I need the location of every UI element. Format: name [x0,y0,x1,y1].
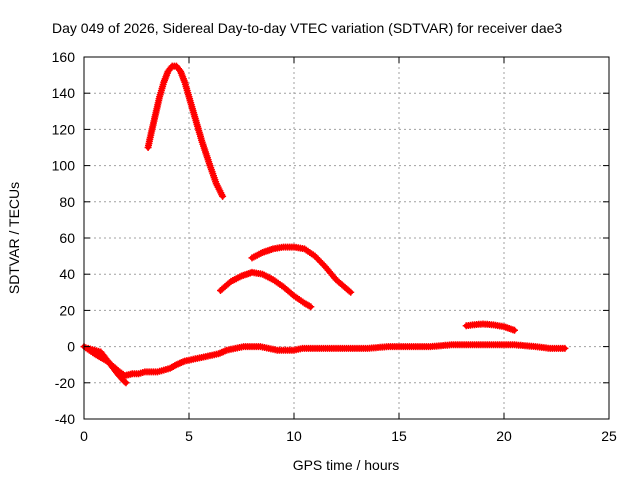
y-axis-label: SDTVAR / TECUs [6,182,22,294]
data-point [307,303,315,311]
data-point [122,379,130,387]
data-point [345,287,353,295]
x-axis-label: GPS time / hours [293,457,400,473]
y-tick-label: 40 [59,266,75,282]
y-tick-label: 60 [59,230,75,246]
series-arc-peak-55 [248,243,355,296]
x-tick-label: 20 [496,428,512,444]
y-tick-label: 0 [67,339,75,355]
y-tick-label: 160 [52,49,76,65]
y-tick-label: -40 [55,411,75,427]
axis-ticks: 0 5 10 15 20 25 -40 -20 0 20 40 60 80 100 120 140 160 [52,49,617,444]
y-tick-label: 20 [59,302,75,318]
data-series [80,62,569,387]
chart-title: Day 049 of 2026, Sidereal Day-to-day VTE… [52,20,562,36]
series-arc-peak-13 [462,320,518,334]
x-tick-label: 10 [286,428,302,444]
y-tick-label: 120 [52,121,76,137]
x-tick-label: 15 [391,428,407,444]
data-point [219,192,227,200]
series-arc-peak-41 [217,268,315,311]
x-tick-label: 25 [601,428,617,444]
data-point [121,378,129,386]
data-point [511,326,518,334]
y-tick-label: 80 [59,194,75,210]
series-arc-peak-155 [144,62,227,200]
y-tick-label: -20 [55,375,75,391]
y-tick-label: 100 [52,158,76,174]
data-point [347,288,355,296]
y-tick-label: 140 [52,85,76,101]
series-dip-track [84,344,130,387]
x-tick-label: 0 [80,428,88,444]
data-point [167,63,175,71]
series-track [249,244,354,295]
series-baseline-track [80,341,569,380]
x-tick-label: 5 [185,428,193,444]
grid-lines [84,57,609,419]
data-point [561,344,569,352]
